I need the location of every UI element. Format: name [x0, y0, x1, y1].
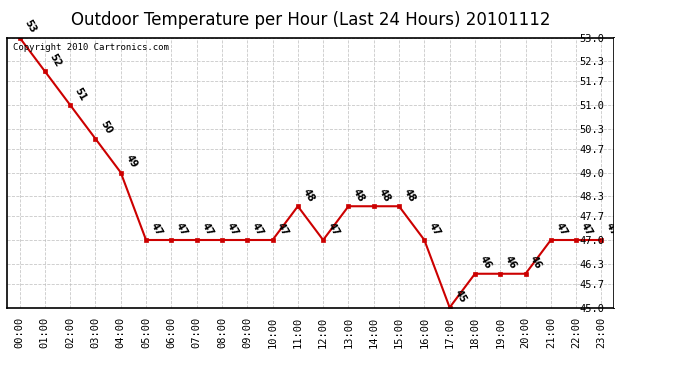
Text: 49: 49 [124, 153, 139, 170]
Text: 47: 47 [225, 220, 240, 237]
Text: Outdoor Temperature per Hour (Last 24 Hours) 20101112: Outdoor Temperature per Hour (Last 24 Ho… [71, 11, 550, 29]
Text: 48: 48 [402, 187, 417, 204]
Text: 48: 48 [377, 187, 392, 204]
Text: 47: 47 [174, 220, 190, 237]
Text: 47: 47 [579, 220, 594, 237]
Text: 46: 46 [503, 254, 518, 271]
Text: 51: 51 [73, 86, 88, 102]
Text: 47: 47 [275, 220, 290, 237]
Text: 46: 46 [477, 254, 493, 271]
Text: 48: 48 [351, 187, 366, 204]
Text: 47: 47 [149, 220, 164, 237]
Text: 53: 53 [22, 18, 38, 35]
Text: 47: 47 [199, 220, 215, 237]
Text: 52: 52 [48, 52, 63, 69]
Text: 47: 47 [553, 220, 569, 237]
Text: 50: 50 [98, 119, 114, 136]
Text: 47: 47 [326, 220, 342, 237]
Text: 47: 47 [427, 220, 442, 237]
Text: 48: 48 [301, 187, 316, 204]
Text: 45: 45 [453, 288, 468, 305]
Text: 47: 47 [250, 220, 266, 237]
Text: Copyright 2010 Cartronics.com: Copyright 2010 Cartronics.com [13, 43, 169, 52]
Text: 47: 47 [604, 220, 620, 237]
Text: 46: 46 [529, 254, 544, 271]
